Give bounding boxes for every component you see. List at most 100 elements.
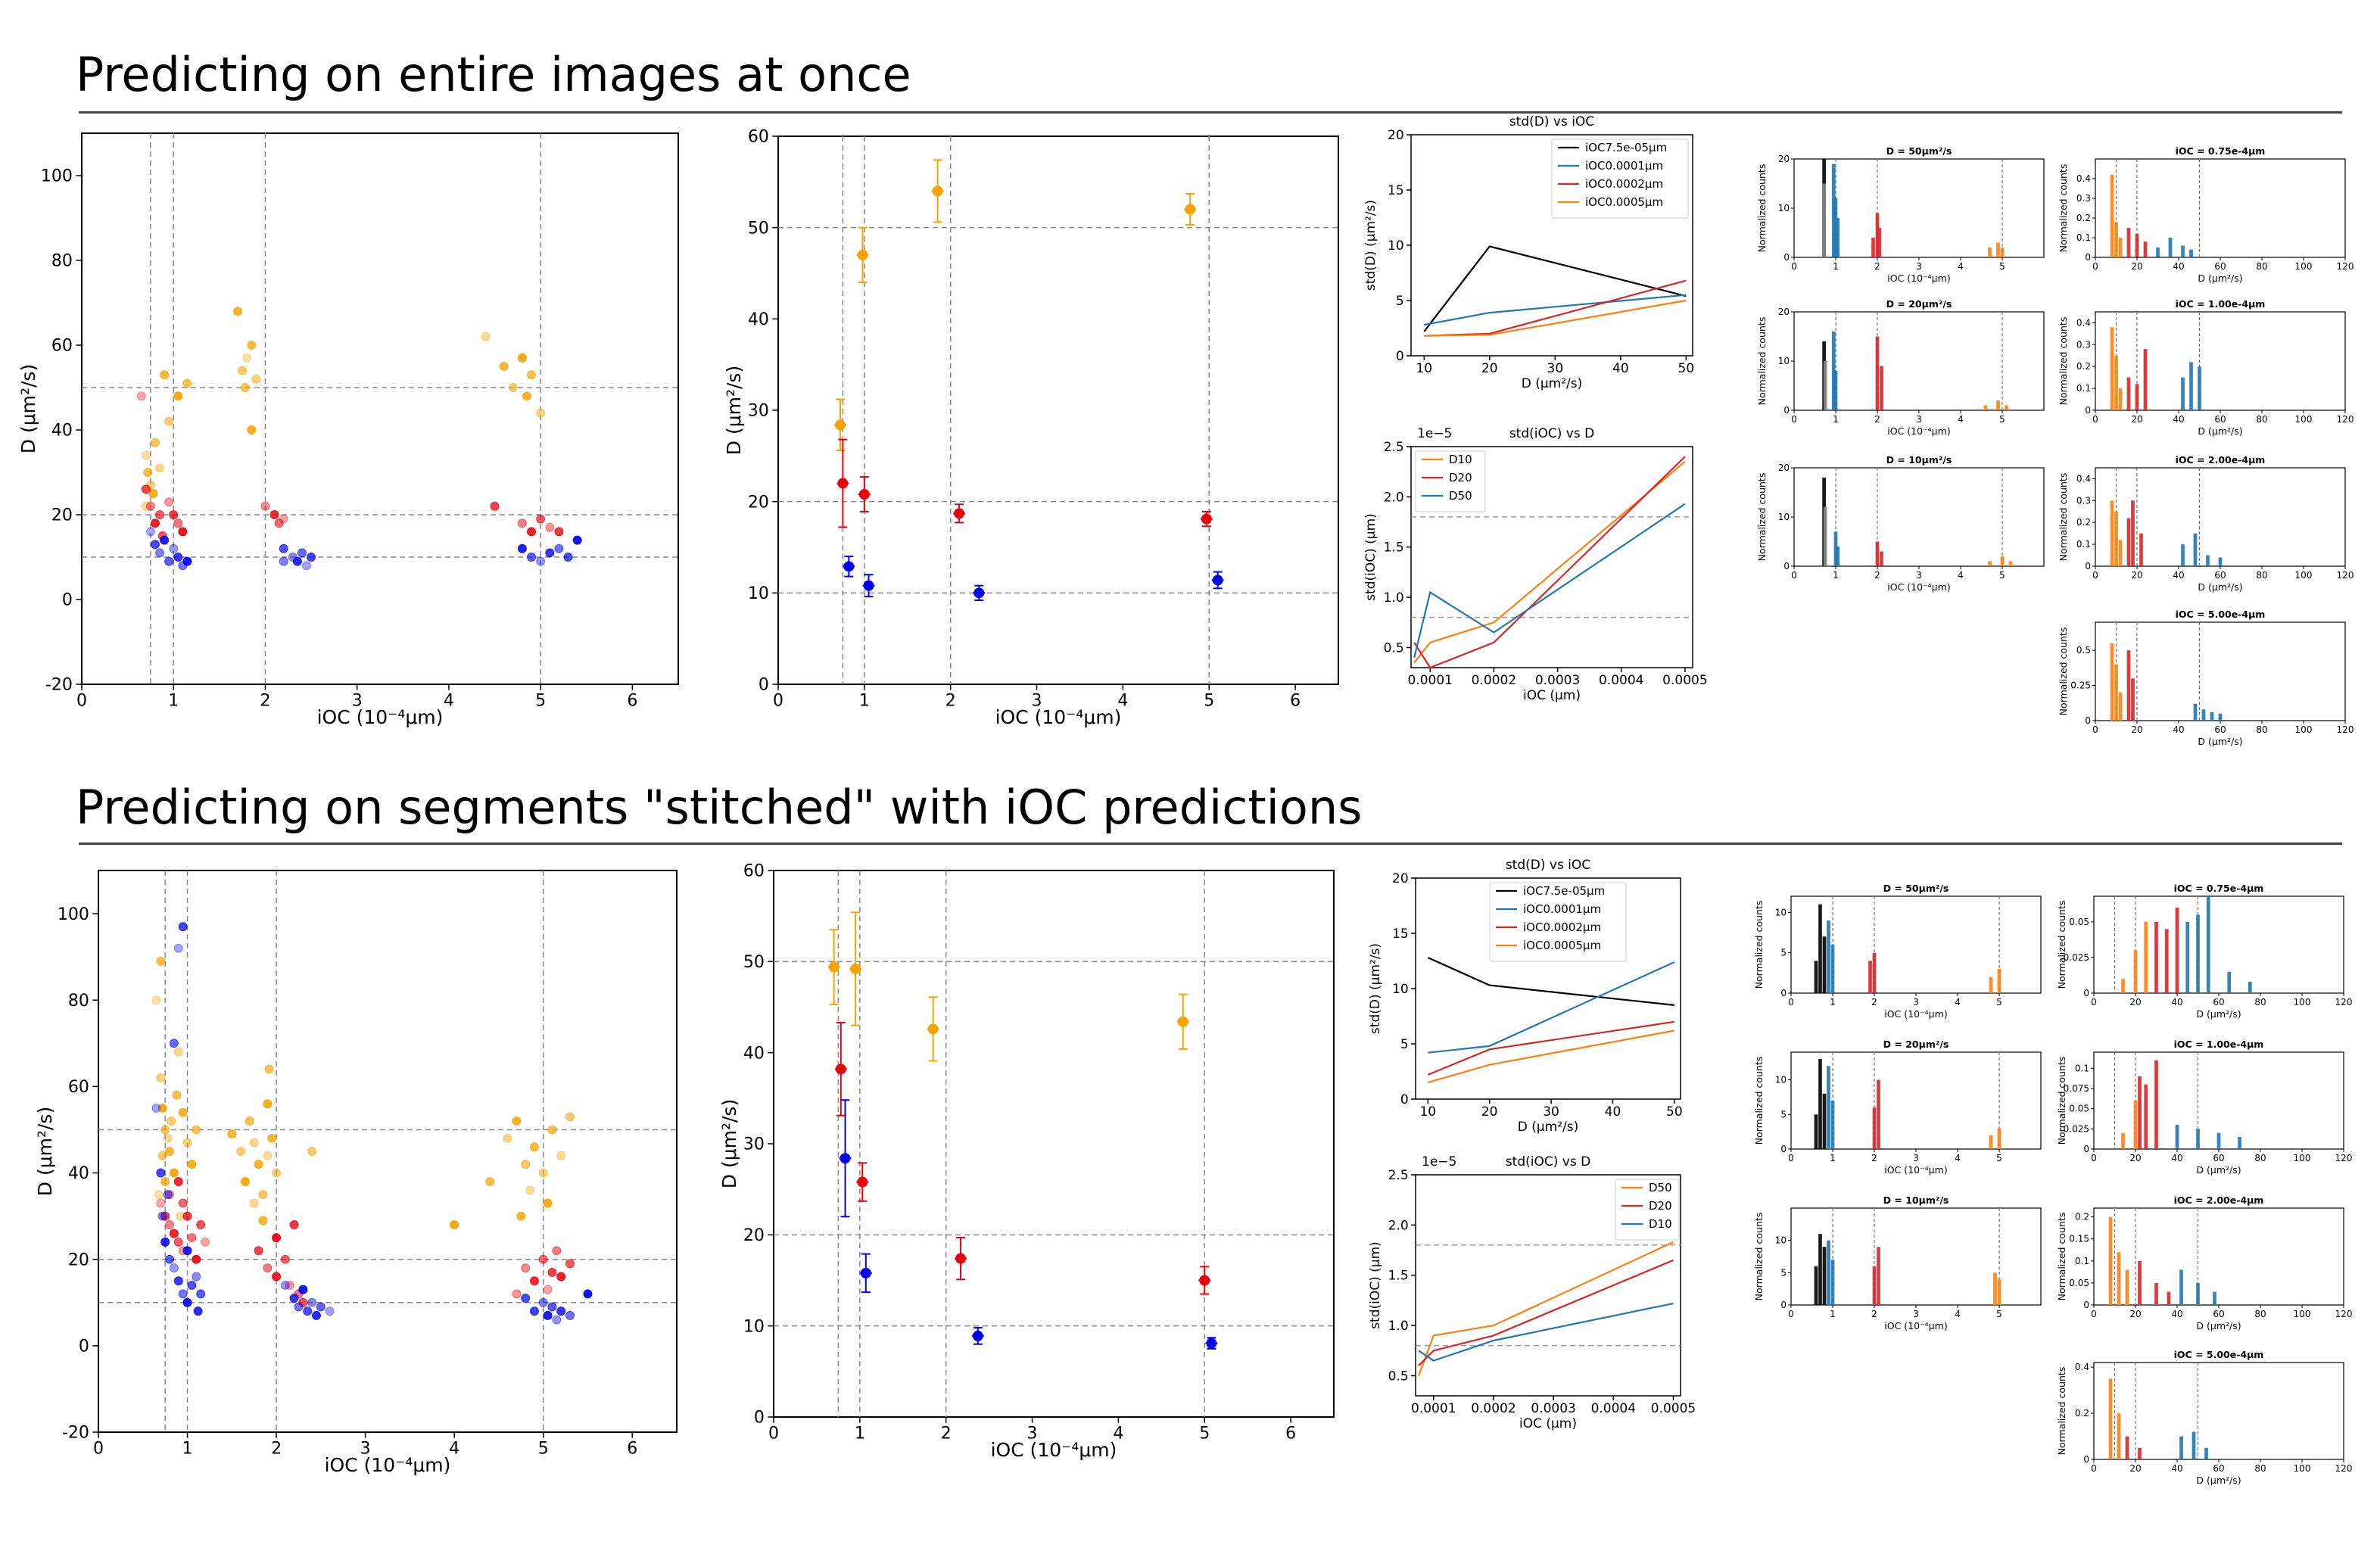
x-tick-label: 0.0001 (1408, 673, 1453, 688)
x-tick-label: 4 (1113, 1425, 1123, 1444)
x-tick-label: 3 (1913, 1309, 1919, 1319)
y-axis-label: std(D) (μm²/s) (1363, 200, 1378, 291)
x-tick-label: 0 (2091, 1463, 2097, 1474)
histogram-title: iOC = 1.00e-4μm (2176, 298, 2266, 310)
legend-label: iOC7.5e-05μm (1585, 141, 1667, 154)
data-point (169, 510, 179, 519)
x-tick-label: 0.0004 (1599, 673, 1643, 688)
x-tick-label: 80 (2254, 1153, 2266, 1163)
x-tick-label: 20 (2131, 724, 2142, 735)
x-axis-label: iOC (10⁻⁴μm) (1887, 581, 1950, 593)
data-point (517, 543, 527, 553)
data-point (543, 1285, 553, 1294)
y-tick-label: 100 (58, 905, 89, 924)
x-tick-label: 0 (76, 692, 87, 711)
x-tick-label: 1 (1833, 414, 1839, 425)
histogram-chart: 0 20 40 60 80 100 120 0 0.05 0.1 0.15 0.2 iOC = 2.00… (2056, 1194, 2352, 1331)
y-tick-label: 0.3 (2076, 495, 2091, 506)
x-tick-label: 4 (1955, 997, 1961, 1008)
y-tick-label: 10 (1778, 356, 1790, 366)
legend-label: iOC7.5e-05μm (1523, 884, 1605, 898)
y-tick-label: 0.4 (2076, 317, 2091, 328)
histogram-bar (2118, 692, 2123, 721)
histogram-bar (2133, 950, 2138, 993)
histogram-bar (1823, 507, 1827, 566)
y-axis-label: Normalized counts (1753, 1213, 1765, 1301)
data-point (316, 1302, 326, 1312)
data-point (249, 1138, 259, 1148)
data-point (932, 185, 943, 197)
y-axis-label: Normalized counts (1756, 164, 1768, 253)
data-point (151, 1103, 161, 1113)
data-point (145, 527, 155, 537)
data-point (173, 1237, 183, 1247)
histogram-bar (1875, 541, 1880, 566)
data-point (538, 1297, 548, 1307)
x-tick-label: 6 (1285, 1425, 1296, 1444)
histogram-bar (2181, 245, 2185, 257)
data-point (141, 501, 151, 511)
data-point (196, 1289, 206, 1299)
y-tick-label: 10 (1778, 512, 1790, 522)
data-point (517, 519, 527, 528)
data-point (173, 519, 183, 528)
histogram-bar (1818, 1059, 1822, 1149)
histogram-bar (1983, 405, 1988, 410)
x-tick-label: 0 (2092, 414, 2098, 425)
x-tick-label: 30 (1547, 361, 1564, 376)
data-point (201, 1237, 210, 1247)
x-tick-label: 60 (2214, 570, 2226, 581)
x-tick-label: 0 (2091, 997, 2097, 1008)
histogram-bar (1822, 1093, 1827, 1149)
legend-label: iOC0.0001μm (1523, 902, 1601, 916)
x-tick-label: 40 (2173, 724, 2184, 735)
plot-frame (1793, 467, 2045, 567)
legend-label: D10 (1649, 1217, 1672, 1231)
histogram-bar (1833, 198, 1838, 257)
legend-label: D50 (1649, 1181, 1672, 1194)
chart-title: std(iOC) vs D (1506, 1154, 1590, 1169)
y-tick-label: 30 (748, 402, 769, 421)
y-tick-label: 10 (1392, 982, 1409, 997)
data-point (172, 1090, 182, 1100)
histogram-bar (1830, 1260, 1835, 1305)
histogram-bar (2218, 557, 2223, 566)
data-point (521, 1294, 531, 1303)
data-point (173, 553, 183, 562)
x-tick-label: 3 (1032, 692, 1042, 711)
x-tick-label: 3 (360, 1440, 371, 1459)
data-point (192, 1125, 201, 1135)
data-point (156, 1168, 166, 1178)
data-point (554, 543, 564, 553)
x-tick-label: 120 (2335, 1463, 2353, 1474)
data-point (227, 1129, 237, 1139)
y-tick-label: 0 (754, 1409, 765, 1428)
data-point (141, 450, 151, 460)
histogram-bar (2131, 678, 2135, 721)
data-point (490, 501, 500, 511)
x-axis-label: D (μm²/s) (2196, 1008, 2241, 1020)
y-tick-label: 0.1 (2076, 232, 2091, 243)
histogram-bar (2139, 533, 2143, 566)
data-point (160, 370, 170, 380)
data-point (164, 416, 174, 426)
x-tick-label: 100 (2295, 414, 2313, 425)
data-point (289, 1294, 299, 1303)
data-point (164, 556, 174, 566)
data-point (955, 1253, 967, 1264)
y-tick-label: 0.2 (2076, 213, 2091, 223)
x-tick-label: 3 (1916, 570, 1922, 581)
legend: iOC7.5e-05μm iOC0.0001μm iOC0.0002μm iOC0.0… (1489, 882, 1627, 962)
x-tick-label: 80 (2256, 261, 2267, 272)
x-tick-label: 6 (1290, 692, 1301, 711)
histogram-bar (2154, 1282, 2158, 1305)
y-tick-label: -20 (45, 676, 73, 695)
y-tick-label: 20 (68, 1250, 89, 1269)
histogram-bar (1996, 400, 2000, 410)
data-point (182, 1297, 192, 1307)
x-tick-label: 80 (2256, 570, 2267, 581)
y-tick-label: 10 (1778, 203, 1790, 213)
data-point (187, 1160, 197, 1169)
plot-frame (98, 870, 678, 1433)
